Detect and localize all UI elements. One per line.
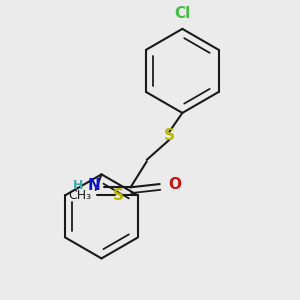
Text: N: N [87, 178, 100, 193]
Text: Cl: Cl [174, 6, 190, 21]
Text: O: O [168, 177, 181, 192]
Text: CH₃: CH₃ [68, 189, 91, 202]
Text: S: S [164, 128, 175, 143]
Text: H: H [73, 179, 84, 192]
Text: S: S [113, 188, 124, 203]
